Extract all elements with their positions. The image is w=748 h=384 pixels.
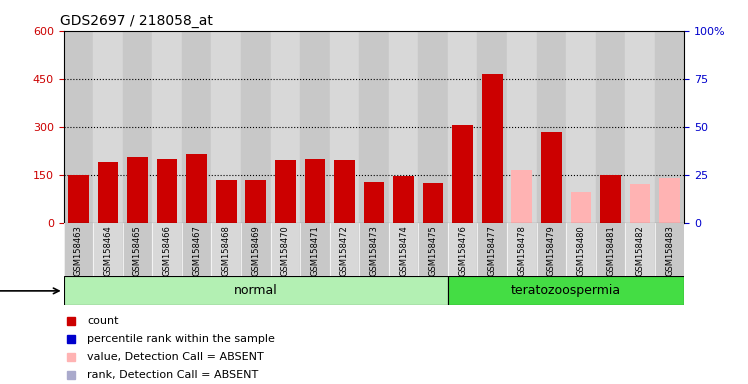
Bar [448, 276, 684, 305]
Bar [300, 223, 330, 276]
Bar [330, 31, 359, 223]
Bar [595, 31, 625, 223]
Text: GSM158478: GSM158478 [518, 225, 527, 276]
Text: GSM158468: GSM158468 [221, 225, 230, 276]
Bar [182, 223, 212, 276]
Bar [241, 223, 271, 276]
Bar [389, 31, 418, 223]
Bar [566, 223, 595, 276]
Bar [186, 154, 207, 223]
Text: GDS2697 / 218058_at: GDS2697 / 218058_at [61, 14, 213, 28]
Text: GSM158466: GSM158466 [162, 225, 171, 276]
Bar [507, 223, 536, 276]
Bar [482, 74, 503, 223]
Bar [330, 223, 359, 276]
Bar [97, 162, 118, 223]
Bar [600, 175, 621, 223]
Bar [625, 31, 654, 223]
Text: GSM158482: GSM158482 [636, 225, 645, 276]
Text: rank, Detection Call = ABSENT: rank, Detection Call = ABSENT [88, 370, 258, 380]
Bar [156, 159, 177, 223]
Text: GSM158465: GSM158465 [133, 225, 142, 276]
Text: GSM158474: GSM158474 [399, 225, 408, 276]
Bar [94, 31, 123, 223]
Bar [389, 223, 418, 276]
Bar [477, 31, 507, 223]
Bar [123, 223, 153, 276]
Bar [654, 223, 684, 276]
Text: percentile rank within the sample: percentile rank within the sample [88, 334, 275, 344]
Bar [271, 31, 300, 223]
Bar [423, 183, 444, 223]
Bar [123, 31, 153, 223]
Bar [393, 176, 414, 223]
Bar [654, 31, 684, 223]
Bar [212, 31, 241, 223]
Bar [507, 31, 536, 223]
Text: normal: normal [234, 285, 278, 297]
Bar [536, 31, 566, 223]
Text: GSM158463: GSM158463 [74, 225, 83, 276]
Text: GSM158483: GSM158483 [665, 225, 674, 276]
Bar [571, 192, 591, 223]
Bar [595, 223, 625, 276]
Bar [448, 223, 477, 276]
Bar [275, 161, 295, 223]
Bar [300, 31, 330, 223]
Bar [212, 223, 241, 276]
Bar [364, 182, 384, 223]
Text: count: count [88, 316, 119, 326]
Bar [153, 223, 182, 276]
Bar [359, 31, 389, 223]
Bar [64, 223, 94, 276]
Bar [418, 31, 448, 223]
Text: GSM158475: GSM158475 [429, 225, 438, 276]
Text: GSM158470: GSM158470 [280, 225, 289, 276]
Bar [68, 175, 89, 223]
Bar [359, 223, 389, 276]
Bar [271, 223, 300, 276]
Bar [245, 180, 266, 223]
Bar [630, 184, 651, 223]
Text: GSM158481: GSM158481 [606, 225, 615, 276]
Bar [566, 31, 595, 223]
Text: GSM158464: GSM158464 [103, 225, 112, 276]
Bar [216, 180, 236, 223]
Bar [304, 159, 325, 223]
Text: teratozoospermia: teratozoospermia [511, 285, 622, 297]
Text: GSM158471: GSM158471 [310, 225, 319, 276]
Text: GSM158467: GSM158467 [192, 225, 201, 276]
Bar [448, 31, 477, 223]
Bar [241, 31, 271, 223]
Text: value, Detection Call = ABSENT: value, Detection Call = ABSENT [88, 352, 264, 362]
Bar [453, 125, 473, 223]
Text: GSM158479: GSM158479 [547, 225, 556, 276]
Text: GSM158469: GSM158469 [251, 225, 260, 276]
Bar [659, 178, 680, 223]
Bar [512, 170, 532, 223]
Bar [625, 223, 654, 276]
Text: GSM158477: GSM158477 [488, 225, 497, 276]
Bar [541, 131, 562, 223]
Bar [94, 223, 123, 276]
Bar [536, 223, 566, 276]
Text: GSM158480: GSM158480 [577, 225, 586, 276]
Text: GSM158473: GSM158473 [370, 225, 378, 276]
Text: GSM158472: GSM158472 [340, 225, 349, 276]
Bar [64, 31, 94, 223]
Bar [153, 31, 182, 223]
Bar [64, 276, 448, 305]
Bar [182, 31, 212, 223]
Bar [127, 157, 148, 223]
Bar [477, 223, 507, 276]
Bar [334, 161, 355, 223]
Text: GSM158476: GSM158476 [459, 225, 468, 276]
Bar [418, 223, 448, 276]
